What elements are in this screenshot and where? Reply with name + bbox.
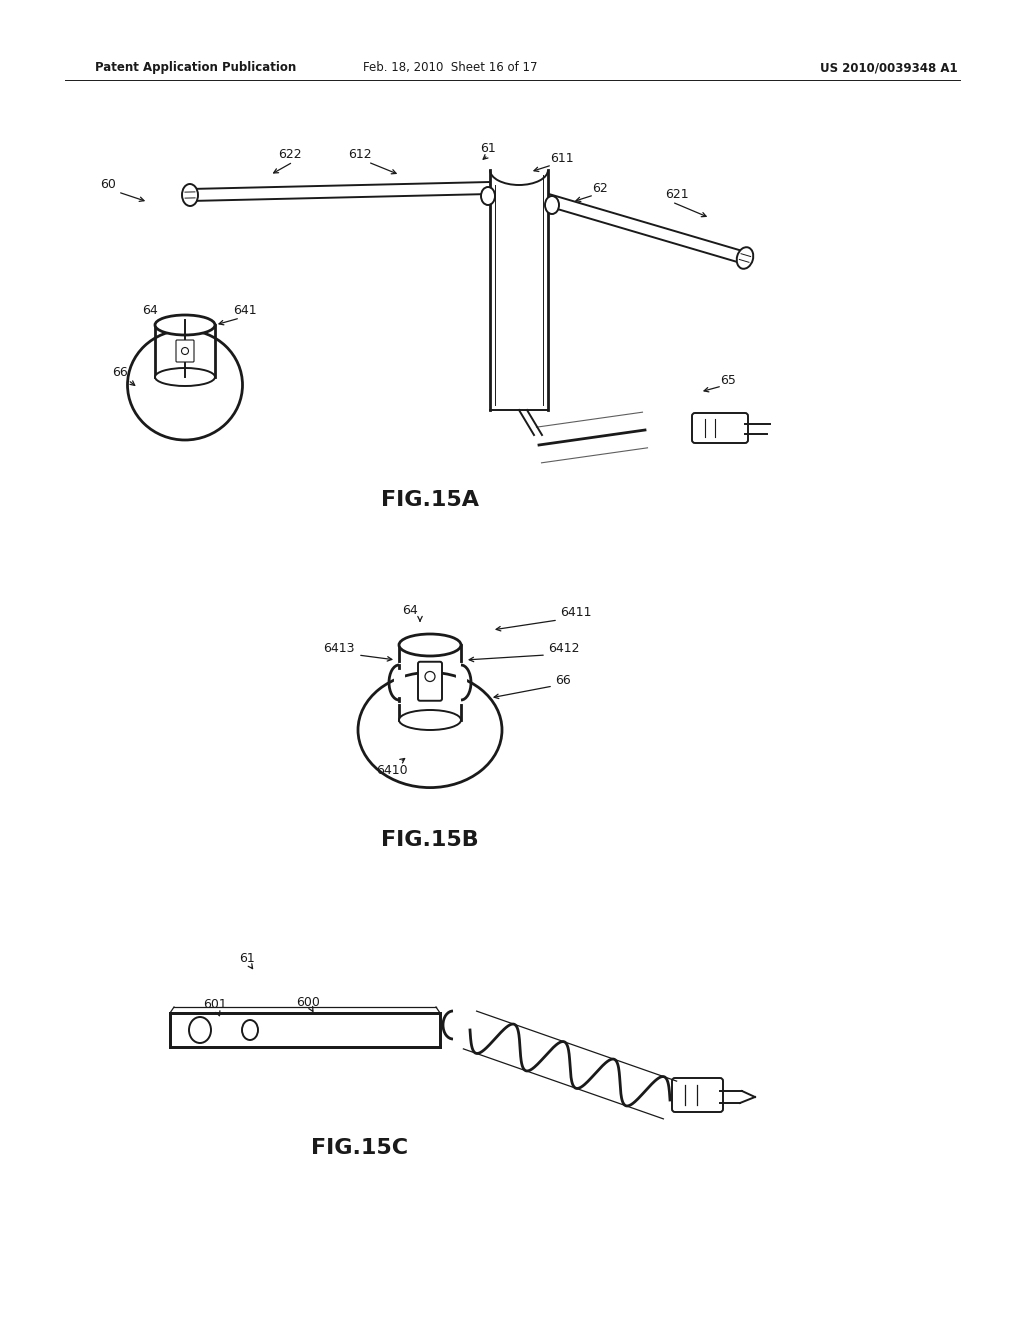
Text: 61: 61 — [480, 141, 496, 154]
FancyBboxPatch shape — [418, 661, 442, 701]
Text: 60: 60 — [100, 178, 116, 191]
Text: FIG.15A: FIG.15A — [381, 490, 479, 510]
Ellipse shape — [181, 347, 188, 355]
Text: 6412: 6412 — [548, 642, 580, 655]
Ellipse shape — [399, 634, 461, 656]
Text: 64: 64 — [142, 304, 158, 317]
Text: 62: 62 — [592, 181, 608, 194]
Text: US 2010/0039348 A1: US 2010/0039348 A1 — [820, 62, 957, 74]
Text: Feb. 18, 2010  Sheet 16 of 17: Feb. 18, 2010 Sheet 16 of 17 — [362, 62, 538, 74]
Text: FIG.15B: FIG.15B — [381, 830, 479, 850]
Ellipse shape — [242, 1020, 258, 1040]
Text: 6410: 6410 — [376, 763, 408, 776]
FancyBboxPatch shape — [692, 413, 748, 444]
Text: 611: 611 — [550, 152, 573, 165]
Text: 66: 66 — [112, 366, 128, 379]
Ellipse shape — [155, 368, 215, 385]
Text: FIG.15C: FIG.15C — [311, 1138, 409, 1158]
Ellipse shape — [128, 330, 243, 440]
Text: 641: 641 — [233, 304, 257, 317]
Ellipse shape — [182, 183, 198, 206]
Ellipse shape — [425, 672, 435, 681]
Text: 600: 600 — [296, 995, 319, 1008]
Text: 61: 61 — [240, 952, 255, 965]
Text: Patent Application Publication: Patent Application Publication — [95, 62, 296, 74]
Text: 66: 66 — [555, 673, 570, 686]
Text: 6413: 6413 — [324, 642, 355, 655]
Text: 621: 621 — [665, 189, 688, 202]
Text: 64: 64 — [402, 603, 418, 616]
Ellipse shape — [545, 195, 559, 214]
FancyBboxPatch shape — [176, 341, 194, 362]
Ellipse shape — [358, 672, 502, 788]
FancyBboxPatch shape — [170, 1012, 440, 1047]
Ellipse shape — [155, 315, 215, 335]
Text: 65: 65 — [720, 374, 736, 387]
Text: 6411: 6411 — [560, 606, 592, 619]
Text: 622: 622 — [279, 149, 302, 161]
Ellipse shape — [399, 710, 461, 730]
Ellipse shape — [189, 1016, 211, 1043]
Ellipse shape — [736, 247, 754, 269]
Text: 601: 601 — [203, 998, 227, 1011]
Text: 612: 612 — [348, 149, 372, 161]
FancyBboxPatch shape — [672, 1078, 723, 1111]
Ellipse shape — [481, 187, 495, 205]
